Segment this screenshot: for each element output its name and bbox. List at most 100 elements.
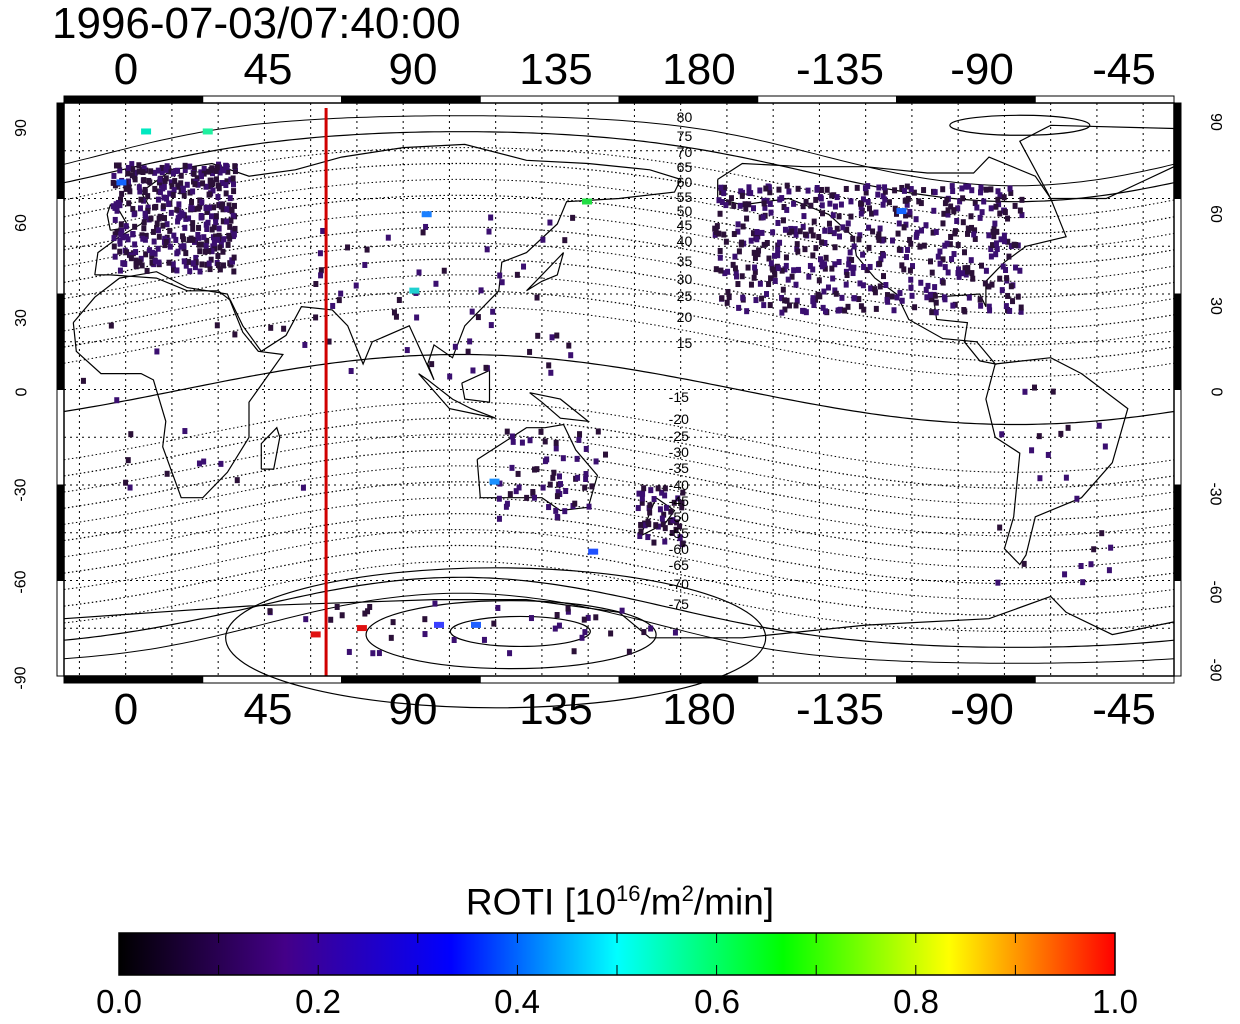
roti-cell — [118, 221, 124, 228]
roti-cell — [145, 193, 151, 200]
roti-cell — [918, 200, 924, 207]
roti-cell — [556, 622, 562, 629]
contour-label: -70 — [669, 576, 689, 592]
roti-cell — [232, 168, 238, 175]
roti-cell — [313, 281, 319, 288]
roti-cell — [951, 208, 957, 215]
roti-cell — [764, 291, 770, 298]
roti-cell — [945, 269, 951, 276]
roti-cell — [153, 203, 159, 210]
roti-cell — [1065, 424, 1071, 431]
roti-cell — [762, 204, 768, 211]
roti-cell — [808, 202, 814, 209]
roti-cell — [795, 248, 801, 255]
roti-cell — [719, 199, 725, 206]
contour-label: -60 — [669, 541, 689, 557]
roti-cell — [972, 235, 978, 242]
roti-cell — [514, 271, 520, 278]
roti-cell — [190, 188, 196, 195]
colorbar-tick-label: 0.2 — [295, 983, 341, 1020]
roti-cell — [509, 464, 515, 471]
roti-cell — [367, 603, 373, 610]
roti-cell — [942, 264, 948, 271]
roti-cell — [157, 189, 163, 196]
roti-cell — [232, 331, 238, 338]
roti-cell — [832, 287, 838, 294]
roti-cell — [908, 276, 914, 283]
roti-cell — [999, 287, 1005, 294]
roti-cell — [995, 579, 1001, 586]
roti-cell — [843, 185, 849, 192]
contour-line — [949, 114, 1091, 136]
coastline — [418, 373, 496, 419]
roti-cell — [821, 288, 827, 295]
roti-cell — [334, 603, 340, 610]
roti-cell — [110, 203, 116, 210]
roti-cell — [836, 258, 842, 265]
roti-cell — [916, 198, 922, 205]
roti-cell — [826, 220, 832, 227]
roti-cell — [724, 299, 730, 306]
contour-line — [63, 592, 1175, 664]
roti-cell — [940, 186, 946, 193]
roti-cell — [156, 259, 162, 266]
contour-label: 45 — [677, 217, 693, 233]
roti-cell — [718, 267, 724, 274]
roti-cell — [488, 322, 494, 329]
top-lon-tick: 45 — [243, 45, 293, 94]
roti-cell — [638, 528, 644, 535]
roti-cell — [155, 167, 161, 174]
roti-cell — [209, 213, 215, 220]
roti-cell — [218, 460, 224, 467]
roti-cell — [759, 229, 765, 236]
roti-cell — [965, 265, 971, 272]
contour-line — [63, 481, 1175, 553]
roti-cell — [142, 186, 148, 193]
roti-cell — [793, 231, 799, 238]
roti-cell — [1032, 384, 1038, 391]
magnetic-latitude-contours — [63, 114, 1175, 709]
roti-cell — [655, 485, 661, 492]
roti-cell — [234, 477, 240, 484]
roti-cell — [220, 248, 226, 255]
roti-cell — [117, 240, 123, 247]
roti-cell — [542, 438, 548, 445]
roti-cell — [551, 469, 557, 476]
roti-cell — [362, 261, 368, 268]
roti-cells — [80, 128, 1114, 657]
roti-cell — [530, 488, 536, 495]
roti-cell — [303, 616, 309, 623]
roti-cell — [991, 233, 997, 240]
roti-cell — [547, 219, 553, 226]
roti-cell — [214, 164, 220, 171]
roti-cell — [639, 495, 645, 502]
roti-cell — [908, 186, 914, 193]
roti-cell — [396, 296, 402, 303]
roti-cell — [108, 322, 114, 329]
roti-cell — [983, 186, 989, 193]
roti-cell — [856, 296, 862, 303]
roti-cell — [822, 261, 828, 268]
roti-cell — [188, 203, 194, 210]
roti-cell — [909, 292, 915, 299]
roti-cell — [929, 309, 935, 316]
roti-cell — [780, 286, 786, 293]
roti-cell — [735, 221, 741, 228]
roti-cell — [1091, 546, 1097, 553]
roti-cell — [832, 244, 838, 251]
roti-cell — [318, 272, 324, 279]
contour-label: -35 — [669, 460, 689, 476]
contour-label: -40 — [669, 477, 689, 493]
roti-cell — [132, 241, 138, 248]
roti-cell — [127, 484, 133, 491]
roti-cell — [209, 170, 215, 177]
roti-cell — [127, 188, 133, 195]
roti-cell — [1037, 475, 1043, 482]
roti-cell — [811, 301, 817, 308]
roti-cell — [935, 253, 941, 260]
roti-cell — [195, 205, 201, 212]
contour-line — [63, 544, 1175, 617]
roti-cell — [168, 209, 174, 216]
roti-cell — [760, 214, 766, 221]
contour-label: -30 — [669, 444, 689, 460]
